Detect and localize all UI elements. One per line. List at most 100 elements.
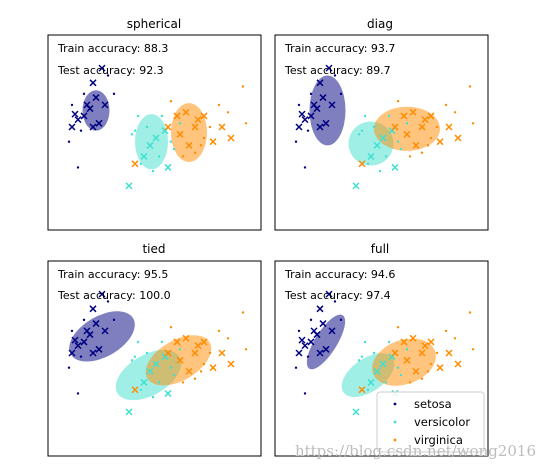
test-point-setosa [325, 290, 333, 298]
test-point-virginica [412, 141, 420, 149]
train-point-setosa [294, 140, 298, 143]
test-point-setosa [301, 342, 309, 350]
test-point-versicolor [140, 152, 148, 160]
train-point-virginica [181, 381, 185, 384]
train-point-virginica [468, 311, 472, 314]
train-point-virginica [426, 144, 430, 147]
train-point-versicolor [169, 366, 173, 369]
train-point-virginica [396, 326, 400, 329]
test-point-versicolor [152, 134, 160, 142]
train-accuracy-label: Train accuracy: 94.6 [284, 268, 395, 281]
axes-frame [47, 260, 262, 457]
train-point-versicolor [136, 114, 140, 118]
train-point-virginica [426, 370, 430, 373]
train-point-setosa [70, 103, 74, 107]
test-point-virginica [227, 134, 235, 142]
legend-marker-versicolor [393, 420, 397, 424]
test-point-virginica [445, 123, 453, 131]
ellipse-versicolor [135, 114, 168, 170]
train-point-setosa [339, 92, 343, 96]
test-point-virginica [409, 334, 417, 342]
train-point-versicolor [172, 373, 176, 377]
test-point-virginica [176, 356, 184, 364]
train-point-versicolor [405, 348, 409, 351]
train-point-virginica [453, 337, 457, 340]
train-point-virginica [429, 136, 433, 140]
train-point-virginica [241, 311, 245, 314]
train-point-setosa [82, 92, 86, 96]
legend-label-setosa: setosa [414, 397, 452, 411]
train-point-virginica [420, 377, 424, 380]
train-point-virginica [453, 111, 457, 114]
test-point-virginica [427, 338, 435, 346]
test-point-setosa [89, 123, 97, 131]
test-point-virginica [454, 360, 462, 368]
train-point-virginica [199, 370, 203, 373]
test-point-virginica [173, 338, 181, 346]
train-point-versicolor [387, 114, 391, 118]
train-point-versicolor [405, 122, 409, 125]
test-accuracy-label: Test accuracy: 92.3 [57, 64, 164, 77]
test-point-setosa [322, 119, 330, 127]
train-point-setosa [294, 366, 298, 369]
train-point-virginica [429, 362, 433, 366]
test-point-virginica [358, 386, 366, 394]
legend-marker-setosa [393, 402, 397, 406]
train-point-setosa [333, 300, 337, 303]
train-point-setosa [67, 140, 71, 143]
train-point-versicolor [366, 162, 370, 165]
test-point-setosa [74, 116, 82, 124]
train-point-setosa [309, 318, 313, 322]
train-point-virginica [226, 111, 230, 114]
test-point-setosa [316, 349, 324, 357]
test-point-setosa [298, 110, 306, 118]
test-point-setosa [80, 112, 88, 120]
train-point-setosa [106, 300, 110, 303]
panel-spherical: spherical Train accuracy: 88.3 Test accu… [47, 17, 262, 231]
test-point-setosa [301, 116, 309, 124]
train-point-setosa [306, 355, 310, 358]
train-point-versicolor [139, 162, 143, 165]
train-point-versicolor [399, 373, 403, 377]
test-point-setosa [328, 327, 336, 335]
test-point-virginica [182, 108, 190, 116]
test-point-setosa [98, 64, 106, 72]
panel-title: tied [142, 242, 165, 256]
test-point-setosa [95, 119, 103, 127]
train-point-virginica [181, 155, 185, 158]
test-point-setosa [89, 349, 97, 357]
test-point-virginica [191, 123, 199, 131]
test-point-setosa [92, 94, 100, 102]
train-point-versicolor [399, 147, 403, 151]
train-point-versicolor [160, 114, 164, 118]
train-point-setosa [76, 166, 80, 169]
ellipse-setosa [69, 311, 135, 362]
train-point-setosa [106, 74, 110, 77]
test-point-virginica [403, 130, 411, 138]
test-point-virginica [358, 160, 366, 168]
train-point-virginica [435, 351, 439, 355]
ellipse-setosa [306, 314, 346, 370]
train-point-virginica [244, 122, 248, 125]
train-point-versicolor [169, 140, 173, 143]
plot-area [294, 64, 475, 190]
axes-frame [274, 260, 489, 457]
panel-title: full [371, 242, 390, 256]
test-point-virginica [164, 123, 172, 131]
train-point-versicolor [366, 388, 370, 391]
test-point-virginica [454, 134, 462, 142]
axes-frame [274, 34, 489, 231]
train-point-versicolor [372, 125, 376, 129]
test-point-versicolor [352, 408, 360, 416]
test-point-virginica [191, 349, 199, 357]
test-point-virginica [436, 364, 444, 372]
train-point-virginica [193, 377, 197, 380]
train-point-versicolor [133, 355, 137, 358]
test-point-versicolor [379, 360, 387, 368]
test-point-setosa [295, 349, 303, 357]
test-point-setosa [310, 101, 318, 109]
legend-label-virginica: virginica [414, 433, 463, 447]
test-point-virginica [421, 342, 429, 350]
train-point-versicolor [157, 155, 161, 158]
test-point-setosa [83, 101, 91, 109]
